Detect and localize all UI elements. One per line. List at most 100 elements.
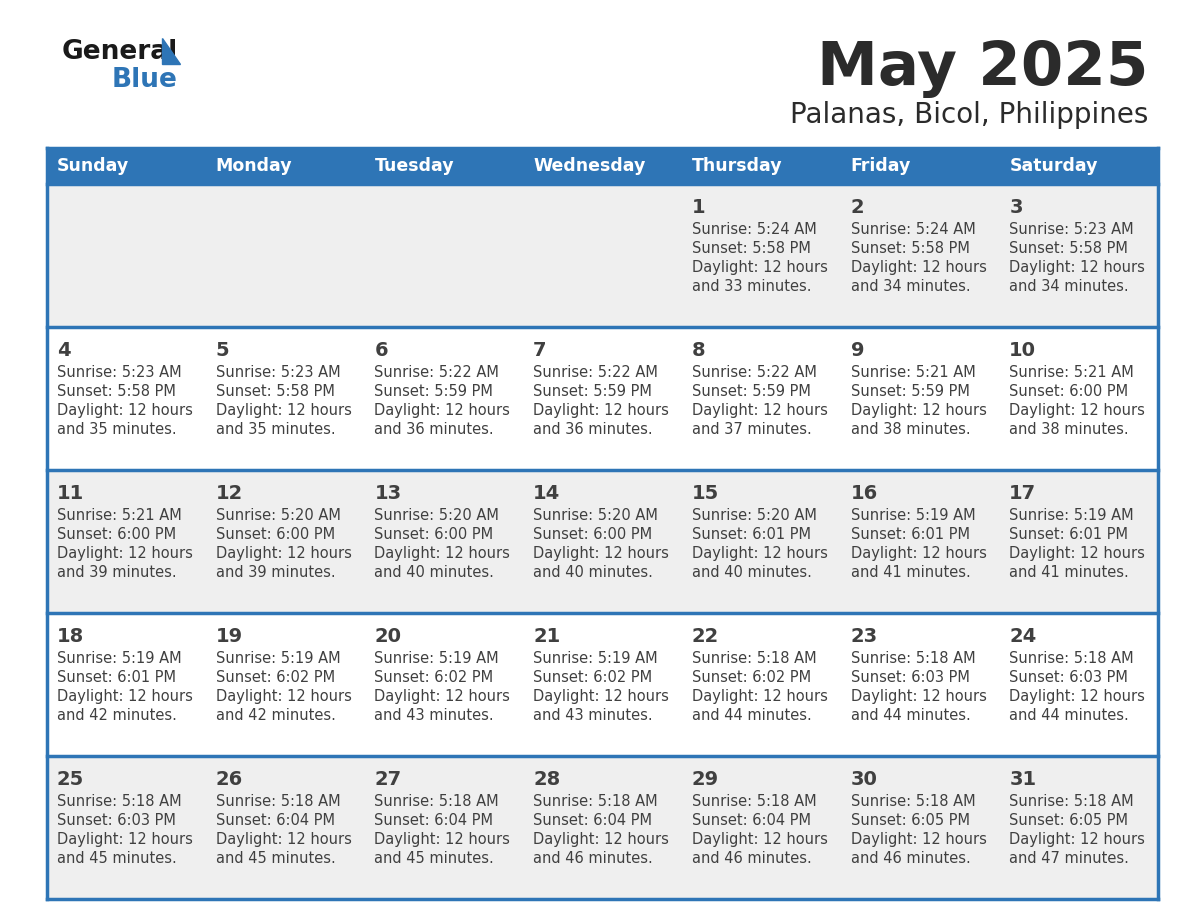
Bar <box>841 613 999 756</box>
Text: Sunrise: 5:18 AM: Sunrise: 5:18 AM <box>851 794 975 809</box>
Text: Sunset: 5:58 PM: Sunset: 5:58 PM <box>1010 241 1129 256</box>
Bar <box>206 470 365 613</box>
Bar <box>841 148 999 184</box>
Text: 28: 28 <box>533 770 561 789</box>
Text: and 45 minutes.: and 45 minutes. <box>216 851 335 866</box>
Text: Sunrise: 5:19 AM: Sunrise: 5:19 AM <box>57 651 182 666</box>
Text: Sunset: 5:58 PM: Sunset: 5:58 PM <box>216 384 335 399</box>
Text: Sunset: 5:58 PM: Sunset: 5:58 PM <box>851 241 969 256</box>
Text: Sunrise: 5:22 AM: Sunrise: 5:22 AM <box>691 365 816 380</box>
Text: Sunset: 6:00 PM: Sunset: 6:00 PM <box>216 527 335 542</box>
Text: Sunset: 6:02 PM: Sunset: 6:02 PM <box>216 670 335 685</box>
Text: Sunrise: 5:19 AM: Sunrise: 5:19 AM <box>374 651 499 666</box>
Text: Daylight: 12 hours: Daylight: 12 hours <box>691 832 828 847</box>
Bar <box>48 470 206 613</box>
Text: 13: 13 <box>374 484 402 503</box>
Text: Daylight: 12 hours: Daylight: 12 hours <box>57 403 192 418</box>
Text: Sunrise: 5:18 AM: Sunrise: 5:18 AM <box>533 794 658 809</box>
Bar <box>841 470 999 613</box>
Text: 4: 4 <box>57 341 70 360</box>
Text: Tuesday: Tuesday <box>374 157 454 175</box>
Bar <box>682 184 841 327</box>
Text: Daylight: 12 hours: Daylight: 12 hours <box>691 260 828 275</box>
Text: and 36 minutes.: and 36 minutes. <box>374 422 494 437</box>
Bar <box>206 613 365 756</box>
Text: Sunset: 6:00 PM: Sunset: 6:00 PM <box>1010 384 1129 399</box>
Bar <box>682 470 841 613</box>
Text: and 44 minutes.: and 44 minutes. <box>691 708 811 723</box>
Text: Daylight: 12 hours: Daylight: 12 hours <box>374 546 511 561</box>
Text: Sunset: 5:59 PM: Sunset: 5:59 PM <box>533 384 652 399</box>
Text: Wednesday: Wednesday <box>533 157 645 175</box>
Text: 2: 2 <box>851 198 864 217</box>
Text: Daylight: 12 hours: Daylight: 12 hours <box>374 403 511 418</box>
Text: and 43 minutes.: and 43 minutes. <box>533 708 652 723</box>
Text: 5: 5 <box>216 341 229 360</box>
Text: Daylight: 12 hours: Daylight: 12 hours <box>851 546 986 561</box>
Text: and 41 minutes.: and 41 minutes. <box>851 565 971 580</box>
Text: Daylight: 12 hours: Daylight: 12 hours <box>533 689 669 704</box>
Text: and 45 minutes.: and 45 minutes. <box>57 851 177 866</box>
Text: 24: 24 <box>1010 627 1037 646</box>
Text: Sunset: 6:01 PM: Sunset: 6:01 PM <box>691 527 811 542</box>
Text: Sunrise: 5:20 AM: Sunrise: 5:20 AM <box>374 508 499 523</box>
Bar <box>206 756 365 899</box>
Text: Daylight: 12 hours: Daylight: 12 hours <box>691 403 828 418</box>
Polygon shape <box>162 38 181 64</box>
Text: Sunset: 5:58 PM: Sunset: 5:58 PM <box>691 241 810 256</box>
Text: Sunrise: 5:23 AM: Sunrise: 5:23 AM <box>216 365 340 380</box>
Text: and 40 minutes.: and 40 minutes. <box>691 565 811 580</box>
Text: Sunset: 6:01 PM: Sunset: 6:01 PM <box>57 670 176 685</box>
Text: Palanas, Bicol, Philippines: Palanas, Bicol, Philippines <box>790 101 1148 129</box>
Text: Daylight: 12 hours: Daylight: 12 hours <box>533 832 669 847</box>
Text: and 34 minutes.: and 34 minutes. <box>1010 279 1129 294</box>
Bar <box>682 613 841 756</box>
Text: Sunset: 6:05 PM: Sunset: 6:05 PM <box>1010 813 1129 828</box>
Bar <box>365 470 523 613</box>
Text: Friday: Friday <box>851 157 911 175</box>
Text: and 42 minutes.: and 42 minutes. <box>57 708 177 723</box>
Text: and 44 minutes.: and 44 minutes. <box>851 708 971 723</box>
Text: Sunrise: 5:18 AM: Sunrise: 5:18 AM <box>1010 794 1133 809</box>
Text: Sunrise: 5:18 AM: Sunrise: 5:18 AM <box>216 794 340 809</box>
Bar <box>48 613 206 756</box>
Text: 26: 26 <box>216 770 244 789</box>
Text: Daylight: 12 hours: Daylight: 12 hours <box>1010 832 1145 847</box>
Text: 12: 12 <box>216 484 244 503</box>
Text: 6: 6 <box>374 341 388 360</box>
Text: Sunset: 6:04 PM: Sunset: 6:04 PM <box>374 813 493 828</box>
Text: Sunrise: 5:19 AM: Sunrise: 5:19 AM <box>216 651 340 666</box>
Text: Sunrise: 5:18 AM: Sunrise: 5:18 AM <box>57 794 182 809</box>
Text: Sunset: 5:59 PM: Sunset: 5:59 PM <box>851 384 969 399</box>
Text: Daylight: 12 hours: Daylight: 12 hours <box>57 832 192 847</box>
Text: Sunrise: 5:19 AM: Sunrise: 5:19 AM <box>1010 508 1133 523</box>
Text: Sunset: 6:02 PM: Sunset: 6:02 PM <box>533 670 652 685</box>
Bar <box>523 327 682 470</box>
Text: Daylight: 12 hours: Daylight: 12 hours <box>1010 546 1145 561</box>
Text: Sunset: 6:05 PM: Sunset: 6:05 PM <box>851 813 969 828</box>
Text: and 41 minutes.: and 41 minutes. <box>1010 565 1129 580</box>
Text: and 40 minutes.: and 40 minutes. <box>533 565 653 580</box>
Text: 17: 17 <box>1010 484 1036 503</box>
Text: 20: 20 <box>374 627 402 646</box>
Text: and 46 minutes.: and 46 minutes. <box>851 851 971 866</box>
Text: 9: 9 <box>851 341 864 360</box>
Text: Daylight: 12 hours: Daylight: 12 hours <box>1010 260 1145 275</box>
Text: Sunrise: 5:20 AM: Sunrise: 5:20 AM <box>691 508 816 523</box>
Text: Sunrise: 5:18 AM: Sunrise: 5:18 AM <box>374 794 499 809</box>
Bar <box>682 148 841 184</box>
Text: Sunrise: 5:18 AM: Sunrise: 5:18 AM <box>691 651 816 666</box>
Bar <box>999 613 1158 756</box>
Text: Sunrise: 5:22 AM: Sunrise: 5:22 AM <box>533 365 658 380</box>
Text: Sunset: 6:03 PM: Sunset: 6:03 PM <box>1010 670 1129 685</box>
Text: Daylight: 12 hours: Daylight: 12 hours <box>216 403 352 418</box>
Text: Daylight: 12 hours: Daylight: 12 hours <box>374 832 511 847</box>
Text: Sunrise: 5:21 AM: Sunrise: 5:21 AM <box>1010 365 1135 380</box>
Text: 14: 14 <box>533 484 561 503</box>
Text: Sunrise: 5:24 AM: Sunrise: 5:24 AM <box>691 222 816 237</box>
Bar <box>999 756 1158 899</box>
Bar <box>999 327 1158 470</box>
Text: and 33 minutes.: and 33 minutes. <box>691 279 811 294</box>
Text: and 43 minutes.: and 43 minutes. <box>374 708 494 723</box>
Bar <box>999 184 1158 327</box>
